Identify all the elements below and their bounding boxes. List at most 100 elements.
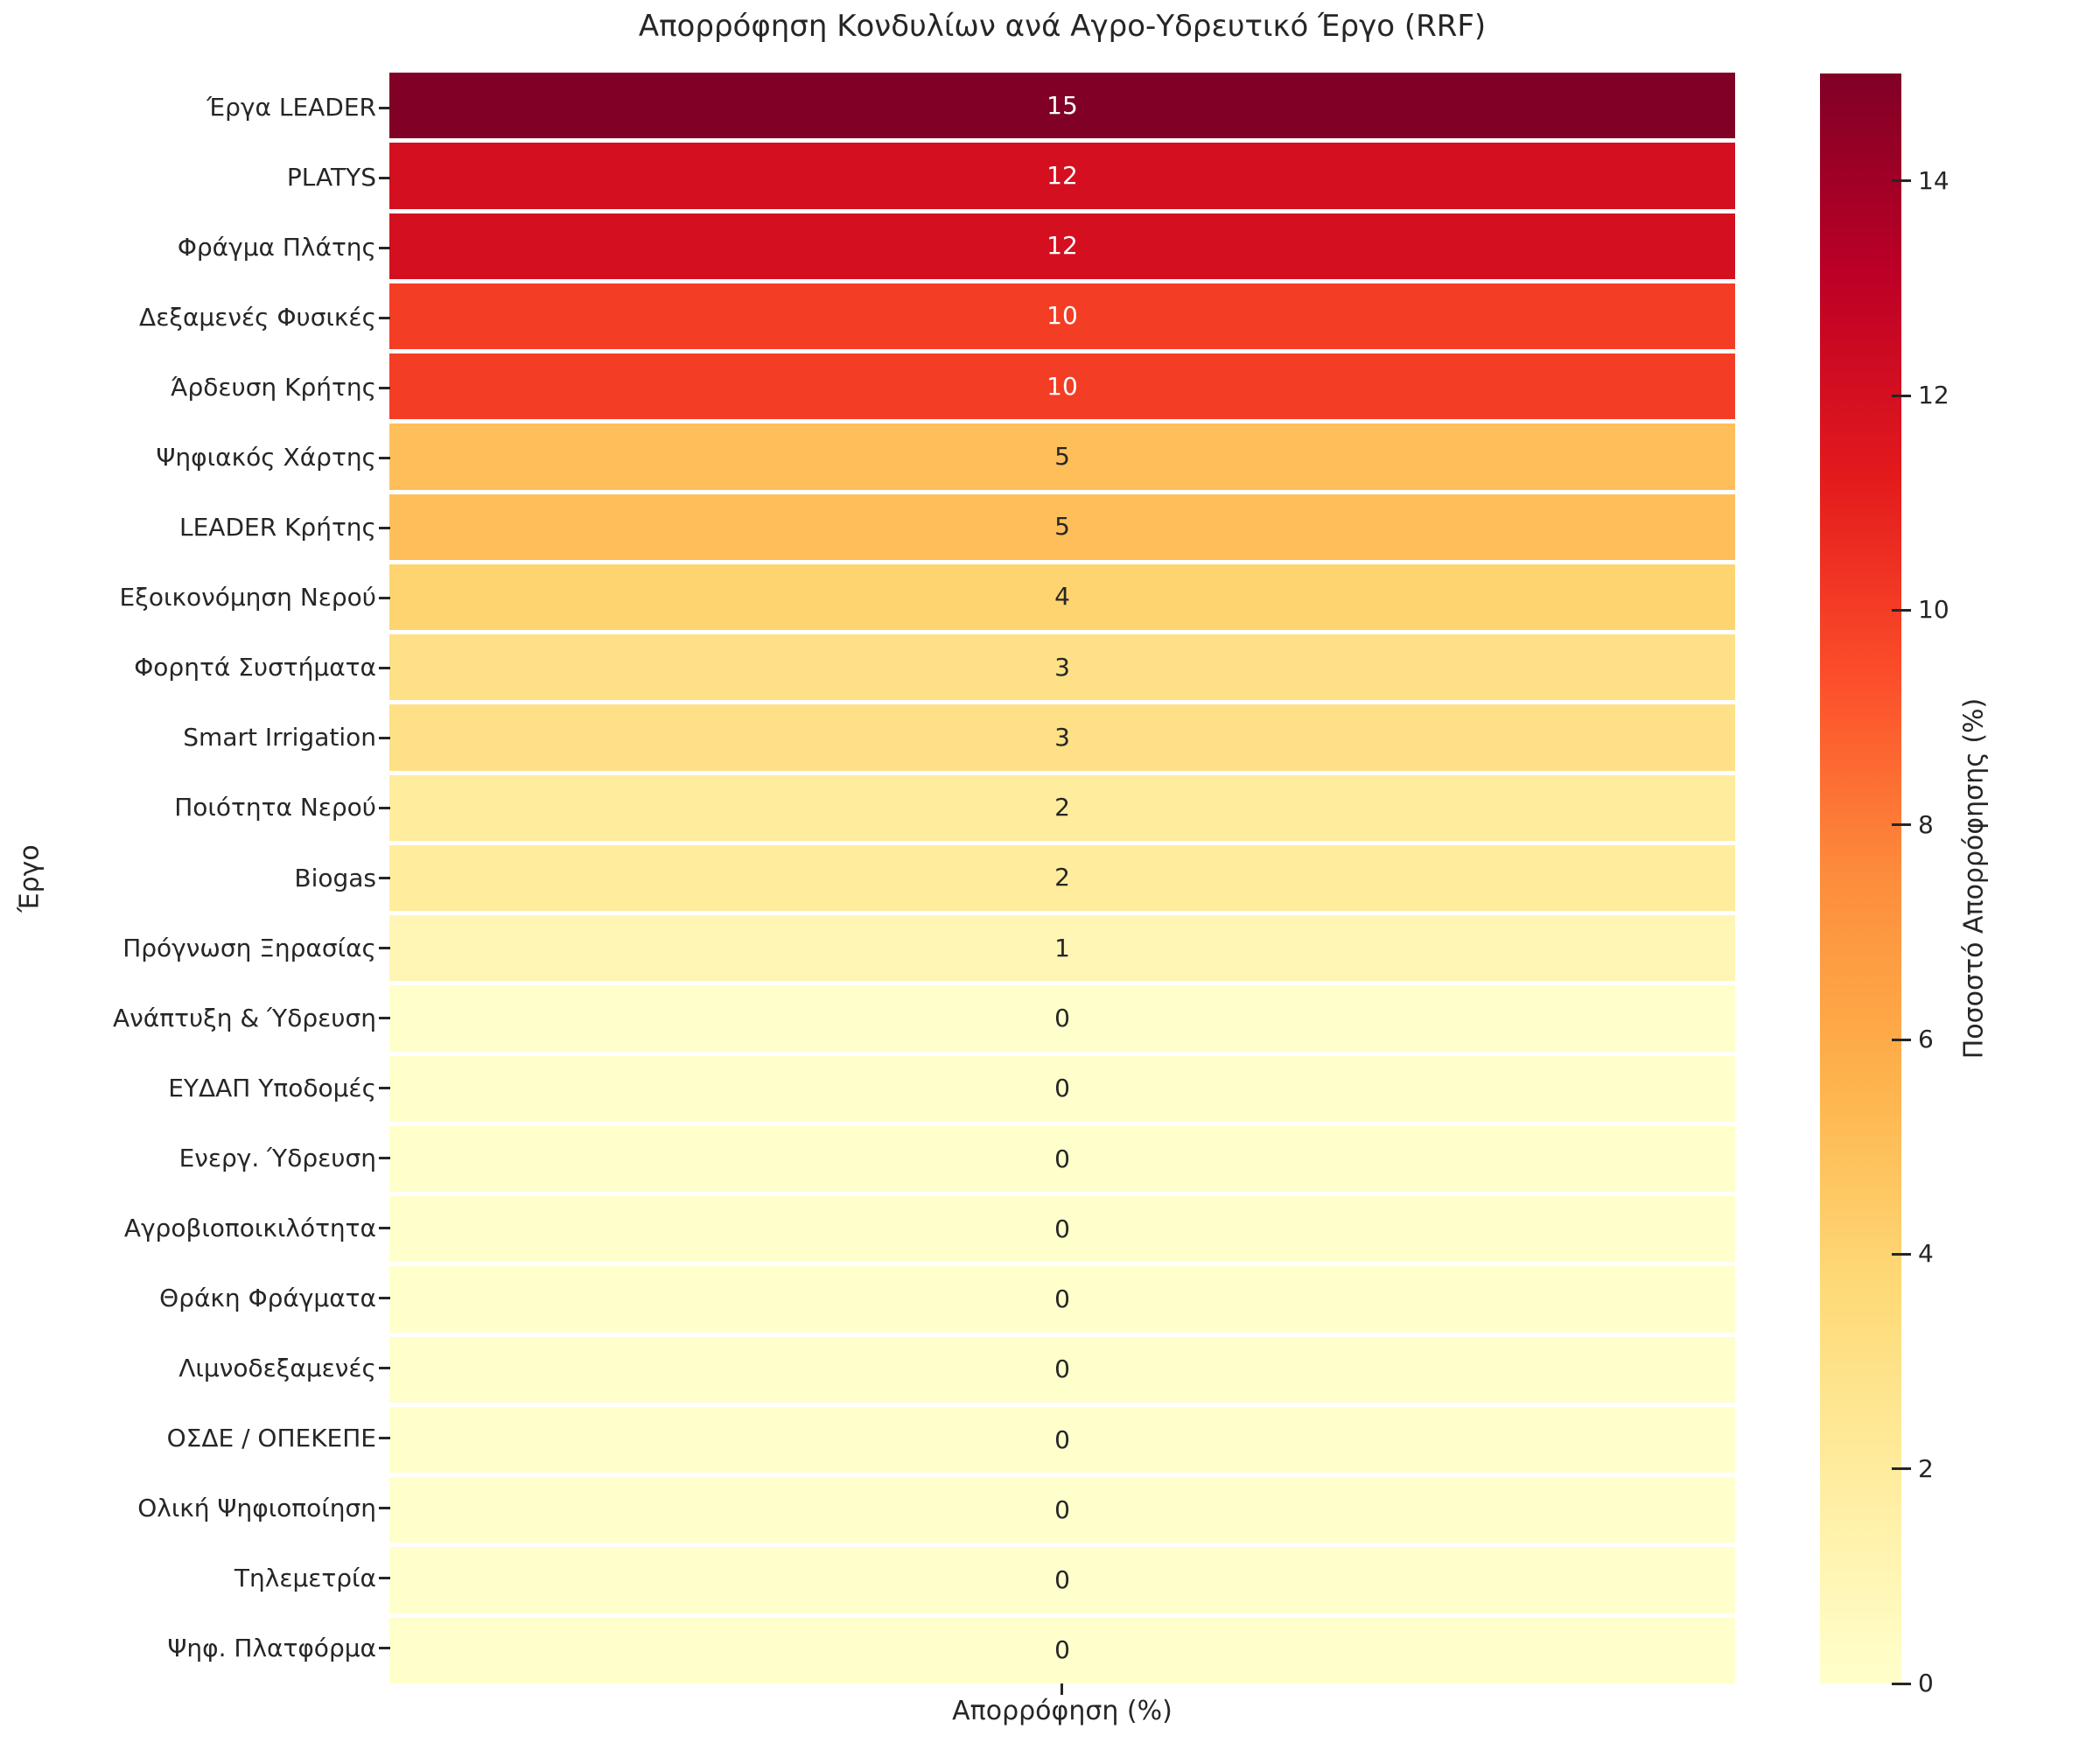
y-tick-mark bbox=[379, 1017, 390, 1020]
heatmap-cell: 0 bbox=[389, 1477, 1735, 1544]
heatmap-cell: 5 bbox=[389, 494, 1735, 560]
colorbar-tick-mark bbox=[1892, 394, 1911, 397]
y-tick-mark bbox=[379, 806, 390, 809]
y-tick-label: Έργα LEADER bbox=[206, 93, 376, 122]
y-tick-label: Φράγμα Πλάτης bbox=[177, 233, 376, 262]
y-tick-mark bbox=[379, 316, 390, 319]
heatmap-cell: 0 bbox=[389, 1125, 1735, 1193]
heatmap-cell: 1 bbox=[389, 915, 1735, 982]
cell-value-annotation: 12 bbox=[1046, 231, 1078, 261]
y-tick-mark bbox=[379, 1647, 390, 1650]
cell-value-annotation: 0 bbox=[1054, 1214, 1070, 1243]
y-tick-mark bbox=[379, 106, 390, 109]
heatmap-cell: 12 bbox=[389, 213, 1735, 279]
colorbar-tick-mark bbox=[1892, 823, 1911, 827]
cell-value-annotation: 3 bbox=[1054, 652, 1070, 682]
colorbar-tick-mark bbox=[1892, 1467, 1911, 1471]
heatmap-cell: 0 bbox=[389, 1547, 1735, 1614]
y-tick-mark bbox=[379, 877, 390, 879]
y-tick-mark bbox=[379, 1577, 390, 1580]
y-tick-label: Ανάπτυξη & Ύδρευση bbox=[113, 1003, 376, 1032]
y-tick-label: Ενεργ. Ύδρευση bbox=[178, 1143, 376, 1172]
y-tick-label: ΕΥΔΑΠ Υποδομές bbox=[168, 1073, 376, 1102]
colorbar-tick-label: 8 bbox=[1918, 809, 1934, 839]
heatmap-cell: 3 bbox=[389, 634, 1735, 701]
colorbar-tick-label: 2 bbox=[1918, 1453, 1934, 1483]
heatmap-cell: 2 bbox=[389, 774, 1735, 841]
cell-value-annotation: 4 bbox=[1054, 582, 1070, 612]
cell-value-annotation: 10 bbox=[1046, 301, 1078, 331]
y-tick-label: Biogas bbox=[294, 863, 376, 892]
y-tick-mark bbox=[379, 1437, 390, 1440]
y-axis-tick-labels: Έργα LEADER PLATYS Φράγμα Πλάτης Δεξαμενές … bbox=[0, 0, 390, 1750]
heatmap-cell: 0 bbox=[389, 1196, 1735, 1263]
colorbar-tick-label: 12 bbox=[1918, 381, 1950, 410]
y-tick-label: Smart Irrigation bbox=[183, 723, 376, 752]
cell-value-annotation: 15 bbox=[1046, 90, 1078, 120]
cell-value-annotation: 0 bbox=[1054, 1144, 1070, 1173]
heatmap-cell: 4 bbox=[389, 564, 1735, 631]
colorbar-tick-label: 14 bbox=[1918, 165, 1950, 195]
colorbar-tick-mark bbox=[1892, 179, 1911, 183]
y-tick-mark bbox=[379, 596, 390, 599]
heatmap-cell: 12 bbox=[389, 143, 1735, 209]
cell-value-annotation: 3 bbox=[1054, 722, 1070, 752]
y-tick-mark bbox=[379, 1227, 390, 1230]
y-tick-mark bbox=[379, 736, 390, 739]
y-tick-mark bbox=[379, 456, 390, 459]
colorbar-tick-label: 10 bbox=[1918, 595, 1950, 625]
cell-value-annotation: 12 bbox=[1046, 160, 1078, 190]
cell-value-annotation: 0 bbox=[1054, 1635, 1070, 1665]
y-tick-label: Ψηφ. Πλατφόρμα bbox=[167, 1633, 376, 1662]
y-tick-mark bbox=[379, 947, 390, 950]
y-tick-mark bbox=[379, 246, 390, 249]
y-tick-mark bbox=[379, 1507, 390, 1510]
cell-value-annotation: 0 bbox=[1054, 1565, 1070, 1595]
cell-value-annotation: 1 bbox=[1054, 933, 1070, 962]
heatmap-cell: 15 bbox=[389, 73, 1735, 139]
chart-title: Απορρόφηση Κονδυλίων ανά Αγρο-Υδρευτικό … bbox=[638, 9, 1487, 44]
heatmap-cell: 5 bbox=[389, 424, 1735, 490]
heatmap-cell: 0 bbox=[389, 1406, 1735, 1474]
heatmap-cell: 2 bbox=[389, 844, 1735, 912]
colorbar-tick-mark bbox=[1892, 1682, 1911, 1685]
y-tick-label: Τηλεμετρία bbox=[234, 1563, 376, 1592]
y-tick-label: ΟΣΔΕ / ΟΠΕΚΕΠΕ bbox=[166, 1423, 376, 1452]
colorbar-tick-label: 0 bbox=[1918, 1669, 1934, 1698]
heatmap-cell: 0 bbox=[389, 1617, 1735, 1684]
cell-value-annotation: 10 bbox=[1046, 371, 1078, 401]
y-tick-mark bbox=[379, 1087, 390, 1090]
heatmap-cell: 0 bbox=[389, 1055, 1735, 1122]
cell-value-annotation: 5 bbox=[1054, 512, 1070, 542]
y-tick-label: Φορητά Συστήματα bbox=[134, 653, 376, 682]
heatmap-cell: 0 bbox=[389, 1336, 1735, 1403]
y-tick-label: LEADER Κρήτης bbox=[179, 513, 376, 542]
heatmap-cell: 3 bbox=[389, 704, 1735, 771]
y-tick-mark bbox=[379, 1367, 390, 1370]
y-tick-label: Ποιότητα Νερού bbox=[174, 793, 376, 822]
cell-value-annotation: 5 bbox=[1054, 441, 1070, 471]
y-tick-mark bbox=[379, 526, 390, 529]
cell-value-annotation: 0 bbox=[1054, 1004, 1070, 1033]
heatmap-grid: 15 12 12 10 10 5 5 4 3 3 2 2 1 0 0 0 0 0 0 0 0 0 0 bbox=[389, 73, 1735, 1684]
cell-value-annotation: 0 bbox=[1054, 1354, 1070, 1384]
y-tick-label: Ψηφιακός Χάρτης bbox=[156, 443, 376, 472]
y-tick-label: Ολική Ψηφιοποίηση bbox=[137, 1493, 376, 1522]
heatmap-cell: 0 bbox=[389, 1266, 1735, 1333]
heatmap-cell: 0 bbox=[389, 985, 1735, 1052]
colorbar-tick-mark bbox=[1892, 608, 1911, 612]
heatmap-cell: 10 bbox=[389, 354, 1735, 420]
colorbar-label: Ποσοστό Απορρόφησης (%) bbox=[1958, 697, 1990, 1060]
colorbar-tick-mark bbox=[1892, 1038, 1911, 1041]
y-tick-label: Αγροβιοποικιλότητα bbox=[123, 1213, 376, 1242]
y-tick-label: Δεξαμενές Φυσικές bbox=[139, 303, 376, 332]
y-axis-label: Έργο bbox=[14, 844, 46, 913]
y-tick-mark bbox=[379, 386, 390, 389]
cell-value-annotation: 0 bbox=[1054, 1284, 1070, 1314]
cell-value-annotation: 0 bbox=[1054, 1074, 1070, 1103]
y-tick-label: PLATYS bbox=[286, 163, 376, 192]
colorbar-tick-mark bbox=[1892, 1252, 1911, 1256]
colorbar-gradient bbox=[1820, 74, 1901, 1684]
heatmap-cell: 10 bbox=[389, 283, 1735, 350]
